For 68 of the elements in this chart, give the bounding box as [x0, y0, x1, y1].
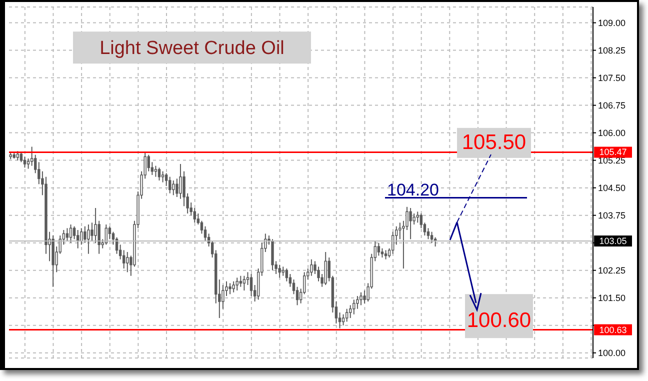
y-tick-label: 107.50 [598, 72, 626, 83]
candlestick [430, 231, 434, 244]
candlestick [345, 308, 348, 322]
candlestick [147, 154, 150, 172]
candlestick [352, 299, 356, 315]
candlestick [94, 207, 97, 244]
candlestick [16, 150, 20, 161]
candlestick [179, 163, 182, 200]
y-tick-label: 103.75 [598, 210, 626, 221]
candlestick [154, 165, 158, 178]
y-tick-label: 102.25 [598, 266, 626, 276]
candlestick [296, 286, 299, 306]
y-tick-label: 104.50 [598, 183, 626, 194]
candlestick [310, 258, 313, 276]
candlestick [164, 172, 168, 186]
candlestick [84, 226, 86, 244]
annotation: 104.20 [387, 180, 439, 200]
candlestick [282, 266, 284, 276]
candlestick [176, 178, 178, 198]
candlestick [158, 167, 161, 181]
y-tick-label: 106.75 [598, 100, 626, 110]
candlestick [126, 252, 129, 273]
candlestick [228, 282, 232, 295]
candlestick [193, 207, 196, 224]
ref-line-label: 100.63 [599, 324, 627, 335]
candlestick [278, 264, 281, 278]
annotation: 105.50 [462, 131, 526, 154]
candlestick [416, 211, 419, 224]
y-tick-label: 101.50 [598, 293, 626, 304]
candlestick [87, 224, 90, 254]
candlestick [26, 158, 30, 170]
candlestick [90, 222, 94, 242]
y-tick-label: 100.00 [598, 348, 626, 358]
candlestick [380, 248, 384, 258]
candlestick [271, 238, 274, 271]
candlestick [360, 292, 362, 306]
candlestick [242, 275, 246, 292]
candlestick [377, 242, 380, 256]
candlestick [324, 252, 327, 286]
candlestick [30, 146, 34, 166]
y-tick-label: 109.00 [598, 18, 626, 28]
candlestick [200, 220, 204, 234]
candlestick [161, 170, 164, 183]
candlestick [363, 290, 366, 304]
candlestick [232, 280, 235, 293]
ref-line-label: 105.47 [599, 147, 627, 158]
candlestick [342, 314, 345, 326]
candlestick [409, 207, 412, 240]
candlestick [384, 250, 388, 260]
y-tick-label: 105.25 [598, 156, 626, 166]
candlestick [69, 224, 72, 244]
y-tick-label: 106.00 [598, 128, 626, 138]
y-tick-label: 108.25 [598, 45, 626, 56]
candlestick [236, 277, 238, 292]
candlestick [349, 304, 352, 319]
candlestick [426, 228, 430, 240]
text: Light Sweet Crude Oil [100, 38, 284, 60]
annotation: 100.60 [466, 309, 532, 332]
ref-line-label: 103.05 [599, 236, 627, 246]
candlestick [239, 275, 242, 288]
candlestick [168, 176, 172, 194]
candlestick [250, 274, 253, 297]
candlestick [412, 212, 416, 225]
candlestick [204, 226, 207, 242]
candlestick [172, 180, 175, 196]
candlestick [23, 156, 26, 168]
candlestick [72, 226, 76, 240]
candlestick [20, 152, 23, 163]
